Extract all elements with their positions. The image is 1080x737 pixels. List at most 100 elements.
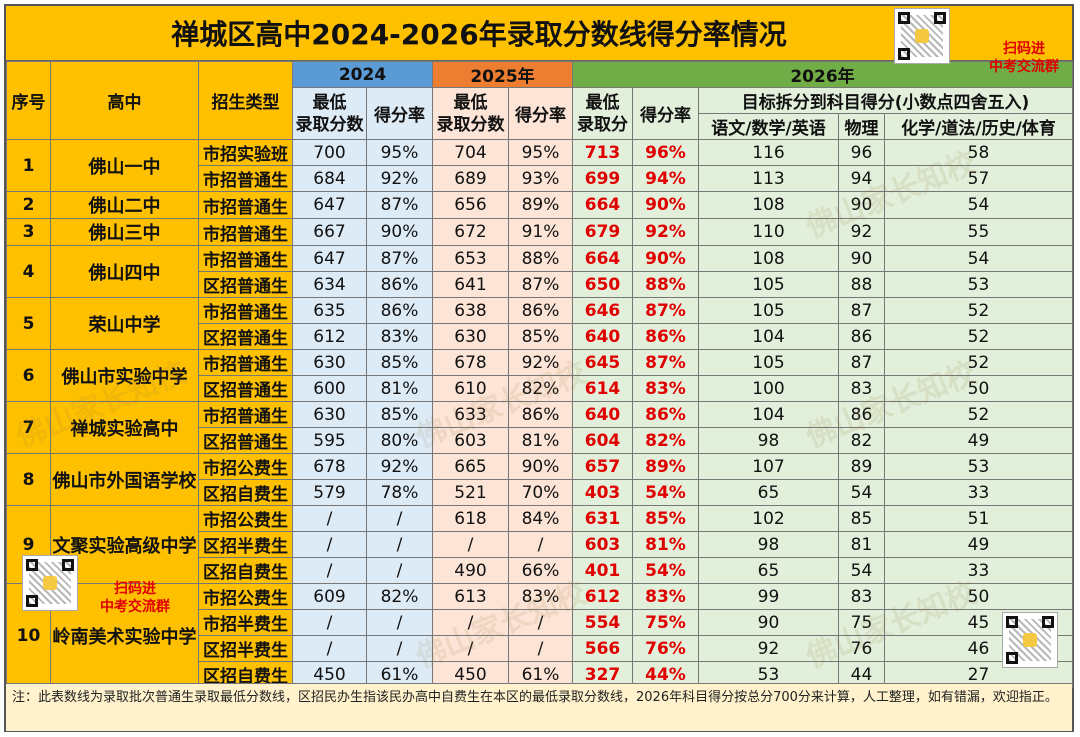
rate-2026: 54% (632, 479, 699, 506)
score-2025: / (432, 635, 509, 662)
subject-main-score: 104 (698, 401, 839, 428)
subject-main-score: 90 (698, 609, 839, 636)
subject-physics-score: 94 (838, 165, 885, 192)
rate-2025: 88% (508, 245, 573, 272)
header-2025: 2025年 (432, 61, 573, 88)
score-2024: 635 (292, 297, 367, 324)
admission-type: 区招自费生 (198, 479, 293, 506)
score-2024: / (292, 505, 367, 532)
score-2024: 634 (292, 271, 367, 298)
score-2025: 610 (432, 375, 509, 402)
qr-label-top: 扫码进 中考交流群 (989, 41, 1059, 75)
row-seq: 2 (6, 191, 51, 219)
score-2025: 678 (432, 349, 509, 376)
score-2024: / (292, 609, 367, 636)
subject-main-score: 65 (698, 479, 839, 506)
school-name: 佛山市实验中学 (50, 349, 199, 402)
subject-physics-score: 81 (838, 531, 885, 558)
score-2025: 633 (432, 401, 509, 428)
subject-main-score: 108 (698, 245, 839, 272)
subject-main-score: 99 (698, 583, 839, 610)
header-2024-min: 最低 录取分数 (292, 87, 367, 140)
subject-main-score: 100 (698, 375, 839, 402)
table-row: 区招自费生 //490 66% 401 54% 65 54 33 (7, 557, 1073, 584)
score-2024: 678 (292, 453, 367, 480)
rate-2025: 86% (508, 401, 573, 428)
admission-type: 区招自费生 (198, 661, 293, 688)
admission-type: 区招半费生 (198, 531, 293, 558)
rate-2024: / (366, 635, 433, 662)
rate-2025: / (508, 635, 573, 662)
score-2026: 646 (572, 297, 633, 324)
row-seq: 6 (6, 349, 51, 402)
qr-code-icon (952, 8, 972, 28)
score-2026: 713 (572, 139, 633, 166)
rate-2024: 87% (366, 245, 433, 272)
score-2024: 609 (292, 583, 367, 610)
table-row: 3 佛山三中 市招普通生 667 90% 672 91% 679 92% 110 92 55 (6, 218, 1073, 246)
score-2024: 667 (292, 218, 367, 246)
row-seq: 7 (6, 401, 51, 454)
rate-2024: / (366, 609, 433, 636)
subject-other-score: 58 (884, 139, 1073, 166)
score-2024: / (292, 531, 367, 558)
school-name: 禅城实验高中 (50, 401, 199, 454)
subject-physics-score: 87 (838, 349, 885, 376)
table-row: 区招半费生 / / //603 81% 98 81 49 (7, 531, 1073, 558)
score-2025: 672 (432, 218, 509, 246)
score-2025: 653 (432, 245, 509, 272)
admission-type: 市招普通生 (198, 401, 293, 428)
score-2025: 630 (432, 323, 509, 350)
subject-physics-score: 75 (838, 609, 885, 636)
table-row: 区招普通生 612 83% 630 85% 640 86% 104 86 52 (7, 323, 1073, 350)
score-2025: / (432, 609, 509, 636)
rate-2024: 78% (366, 479, 433, 506)
subject-physics-score: 54 (838, 479, 885, 506)
table-row: 8 佛山市外国语学校 市招公费生 678 92% 665 90% 657 89% 107 89 53 (6, 453, 1073, 506)
score-2025: 490 (432, 557, 509, 584)
admission-type: 市招普通生 (198, 218, 293, 246)
rate-2024: 81% (366, 375, 433, 402)
score-2024: 579 (292, 479, 367, 506)
table-row: 5 荣山中学 市招普通生 635 86% 638 86% 646 87% 105 87 52 (6, 297, 1073, 350)
subject-other-score: 53 (884, 271, 1073, 298)
table-row: 区招普通生 600 81% 610 82% 614 83% 100 83 50 (7, 375, 1073, 402)
rate-2024: 83% (366, 323, 433, 350)
subject-other-score: 52 (884, 297, 1073, 324)
admission-type: 区招普通生 (198, 427, 293, 454)
rate-2025: 85% (508, 323, 573, 350)
rate-2025: 84% (508, 505, 573, 532)
rate-2025: 66% (508, 557, 573, 584)
subject-other-score: 54 (884, 245, 1073, 272)
subject-main-score: 105 (698, 349, 839, 376)
table-row: 9 文聚实验高级中学 市招公费生 //618 84% 631 85% 102 85 51 (6, 505, 1073, 584)
row-seq: 5 (6, 297, 51, 350)
score-2026: 664 (572, 245, 633, 272)
subject-physics-score: 86 (838, 401, 885, 428)
score-2026: 699 (572, 165, 633, 192)
score-2024: 700 (292, 139, 367, 166)
score-2026: 657 (572, 453, 633, 480)
subject-physics-score: 90 (838, 191, 885, 219)
rate-2026: 76% (632, 635, 699, 662)
score-2024: 612 (292, 323, 367, 350)
rate-2025: 89% (508, 191, 573, 219)
rate-2026: 54% (632, 557, 699, 584)
score-2026: 650 (572, 271, 633, 298)
subject-physics-score: 88 (838, 271, 885, 298)
table-row: 1 佛山一中 市招实验班 700 95% 704 95% 713 96% 116 96 58 (6, 139, 1073, 192)
rate-2026: 83% (632, 583, 699, 610)
header-2026-min: 最低 录取分 (572, 87, 633, 140)
admission-type: 市招实验班 (198, 139, 293, 166)
rate-2024: 90% (366, 218, 433, 246)
header-2024: 2024 (292, 61, 433, 88)
rate-2025: / (508, 531, 573, 558)
subject-main-score: 98 (698, 531, 839, 558)
table-row: 区招普通生 595 80% 603 81% 604 82% 98 82 49 (7, 427, 1073, 454)
subject-main-score: 116 (698, 139, 839, 166)
subject-physics-score: 92 (838, 218, 885, 246)
subject-physics-score: 89 (838, 453, 885, 480)
rate-2026: 86% (632, 401, 699, 428)
header-sub-other: 化学/道法/历史/体育 (884, 113, 1073, 140)
score-2026: 640 (572, 401, 633, 428)
